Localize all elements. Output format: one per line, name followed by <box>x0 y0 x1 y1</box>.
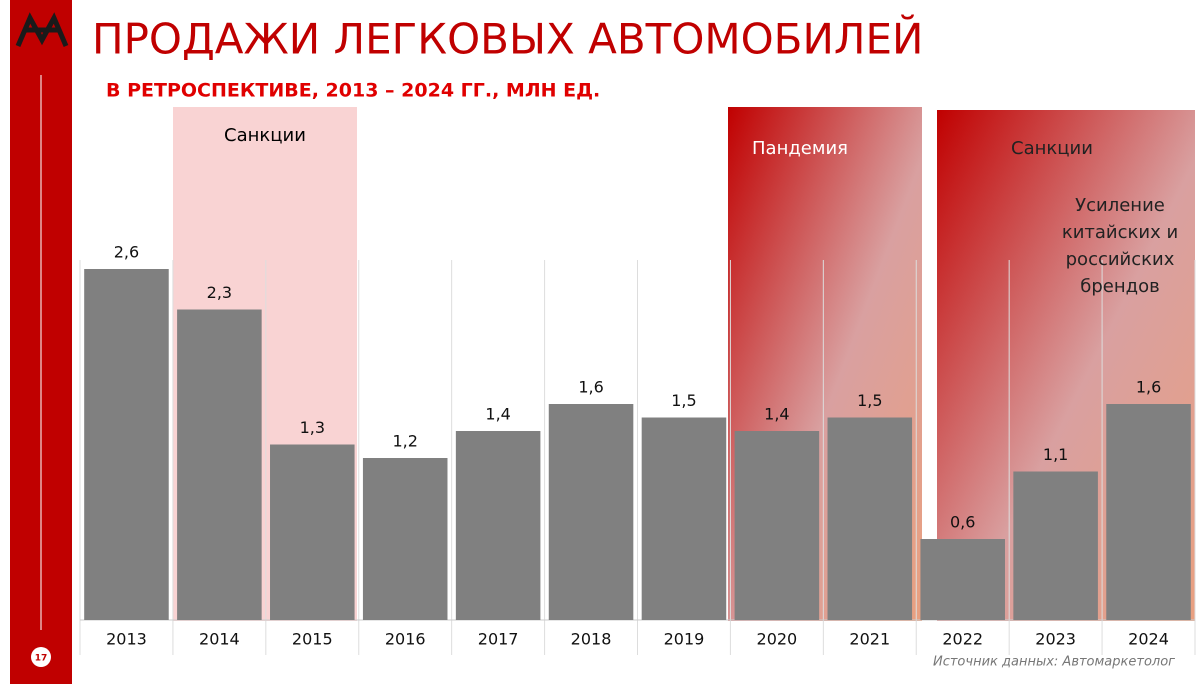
value-label: 1,2 <box>392 432 417 451</box>
value-label: 2,3 <box>207 283 232 302</box>
annotation: Санкции <box>224 125 306 146</box>
x-tick-label: 2016 <box>385 630 426 649</box>
chart-subtitle: В РЕТРОСПЕКТИВЕ, 2013 – 2024 ГГ., МЛН ЕД… <box>106 80 600 102</box>
source: Источник данных: Автомаркетолог <box>933 655 1175 670</box>
x-tick-label: 2023 <box>1035 630 1076 649</box>
x-tick-label: 2014 <box>199 630 240 649</box>
logo <box>15 12 69 47</box>
bar <box>1106 404 1191 620</box>
chart-title: ПРОДАЖИ ЛЕГКОВЫХ АВТОМОБИЛЕЙ <box>92 14 923 64</box>
x-tick-label: 2015 <box>292 630 333 649</box>
bar <box>362 458 448 620</box>
bar <box>455 431 541 620</box>
x-tick-label: 2024 <box>1128 630 1169 649</box>
page-number: 17 <box>35 654 48 664</box>
annotation: Пандемия <box>752 138 848 159</box>
value-label: 1,1 <box>1043 445 1068 464</box>
bar <box>1013 471 1098 620</box>
bar <box>270 444 355 620</box>
bar <box>827 417 913 620</box>
value-label: 1,6 <box>1136 378 1161 397</box>
value-label: 1,5 <box>671 391 696 410</box>
value-label: 1,4 <box>485 405 510 424</box>
value-label: 1,3 <box>300 418 325 437</box>
bar <box>920 539 1005 620</box>
bar <box>177 309 262 620</box>
value-label: 1,6 <box>578 378 603 397</box>
bar <box>548 404 634 620</box>
x-tick-label: 2019 <box>664 630 705 649</box>
x-tick-label: 2017 <box>478 630 519 649</box>
value-label: 2,6 <box>114 243 139 262</box>
value-label: 1,5 <box>857 391 882 410</box>
bar <box>84 269 169 620</box>
x-tick-label: 2021 <box>849 630 890 649</box>
annotation: Усиление китайских и российских брендов <box>1061 195 1179 297</box>
page-badge <box>31 647 51 667</box>
annotation: Санкции <box>1011 138 1093 159</box>
value-label: 0,6 <box>950 513 975 532</box>
bar <box>641 417 727 620</box>
value-label: 1,4 <box>764 405 789 424</box>
x-tick-label: 2013 <box>106 630 147 649</box>
x-tick-label: 2022 <box>942 630 983 649</box>
bar <box>734 431 820 620</box>
x-tick-label: 2020 <box>757 630 798 649</box>
x-tick-label: 2018 <box>571 630 612 649</box>
